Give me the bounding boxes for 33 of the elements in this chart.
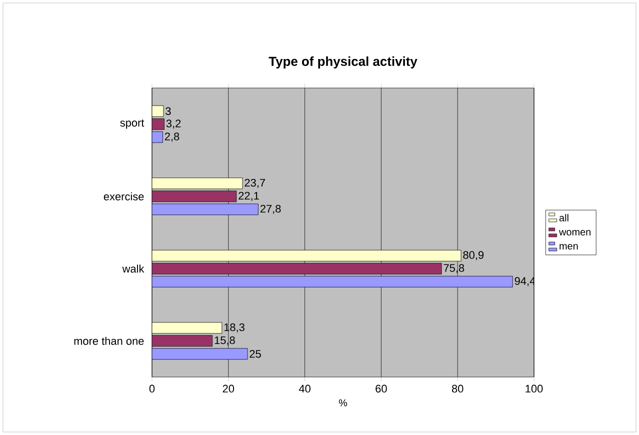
legend-label: all (559, 214, 568, 222)
x-axis-title: % (338, 399, 348, 406)
y-tick-label: exercise (104, 192, 144, 200)
x-tick-label: 40 (298, 384, 310, 393)
data-label: 23,7 (244, 178, 266, 188)
x-tick-label: 100 (526, 384, 543, 393)
chart-title: Type of physical activity (268, 56, 418, 69)
x-tick-label: 20 (222, 384, 234, 393)
bar (152, 204, 258, 216)
y-tick-label: more than one (74, 336, 144, 345)
data-label: 3 (166, 107, 171, 116)
legend-label: women (559, 230, 590, 236)
legend-label: men (560, 244, 578, 250)
x-tick-label: 80 (452, 384, 464, 393)
y-tick-label: walk (122, 264, 144, 273)
x-tick-label: 60 (376, 384, 387, 393)
data-label: 27,8 (260, 204, 281, 214)
data-label: 25 (250, 350, 261, 358)
data-label: 3,2 (166, 120, 181, 129)
y-tick-label: sport (120, 119, 144, 129)
bar (152, 118, 164, 130)
bar (152, 348, 248, 360)
bar (152, 178, 243, 190)
x-tick-label: 0 (149, 384, 155, 393)
data-label: 22,1 (238, 192, 259, 201)
bar (152, 322, 222, 334)
bar (152, 190, 237, 202)
bar (152, 262, 442, 274)
bar (152, 335, 213, 347)
data-label: 80,9 (463, 251, 484, 260)
bar (152, 276, 513, 288)
bar (152, 250, 462, 262)
data-label: 2,8 (164, 132, 180, 142)
